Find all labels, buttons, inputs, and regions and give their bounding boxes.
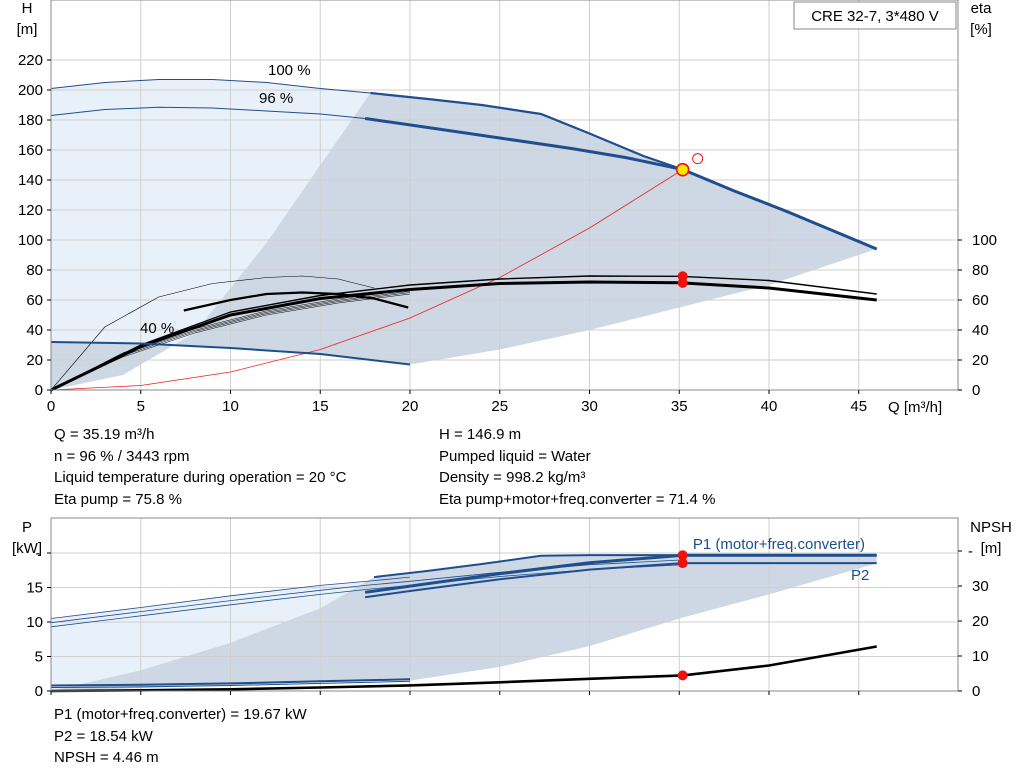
y-tick-label-right: 20 bbox=[972, 352, 989, 369]
low-speed-region bbox=[51, 577, 375, 691]
eta-total-curve bbox=[50, 280, 877, 392]
chart-title: CRE 32-7, 3*480 V bbox=[811, 8, 939, 25]
x-tick-label: 25 bbox=[491, 398, 508, 415]
y-tick-label-left: 120 bbox=[18, 202, 43, 219]
head-efficiency-chart: 100 % 96 % 40 % 0 5 10 15 20 25 30 35 40 45 0 20 40 60 80… bbox=[17, 0, 997, 416]
eta-curve-thin bbox=[50, 289, 411, 391]
plot-frame bbox=[50, 517, 959, 692]
npsh-curve bbox=[50, 645, 877, 693]
info-bottom: P1 (motor+freq.converter) = 19.67 kW P2 … bbox=[54, 704, 307, 769]
x-tick-label: 40 bbox=[761, 398, 778, 415]
duty-point-hint-marker bbox=[692, 153, 704, 165]
head-curve-40 bbox=[50, 341, 411, 366]
p1-curve bbox=[364, 553, 877, 594]
p2-curve bbox=[364, 562, 877, 599]
x-tick-label: 0 bbox=[47, 398, 55, 415]
head-curve-100-thin bbox=[50, 79, 371, 94]
y-tick-label-left: 60 bbox=[26, 292, 43, 309]
x-tick-label: 45 bbox=[850, 398, 867, 415]
eta-pump-curve bbox=[50, 275, 877, 391]
curve-label-96: 96 % bbox=[259, 90, 293, 107]
y-tick-label-right: 0 bbox=[972, 683, 980, 700]
y-tick-label-right: 80 bbox=[972, 262, 989, 279]
y-tick-label-right: 60 bbox=[972, 292, 989, 309]
eta-curve-40 bbox=[183, 291, 409, 312]
p1-marker bbox=[677, 550, 688, 561]
y-axis-unit-left: [kW] bbox=[12, 540, 42, 557]
y-tick-label-left: 0 bbox=[35, 382, 43, 399]
y-tick-label-right: 10 bbox=[972, 648, 989, 665]
p2-marker bbox=[677, 558, 688, 569]
y-tick-label-left: 100 bbox=[18, 232, 43, 249]
power-curve-40-p2 bbox=[50, 680, 411, 688]
y-axis-unit-right: [m] bbox=[981, 540, 1002, 557]
y-tick-label-left: 80 bbox=[26, 262, 43, 279]
plot-frame bbox=[50, 0, 959, 391]
y-axis-title-right: NPSH bbox=[970, 519, 1012, 536]
x-tick-label: 5 bbox=[137, 398, 145, 415]
y-axis-unit-right: [%] bbox=[970, 21, 992, 38]
info-line: Q = 35.19 m³/h bbox=[54, 426, 155, 443]
npsh-marker bbox=[677, 670, 688, 681]
y-tick-label-left: 40 bbox=[26, 322, 43, 339]
info-line: P2 = 18.54 kW bbox=[54, 727, 153, 745]
operating-region bbox=[51, 555, 877, 691]
y-tick-dash-left: - bbox=[36, 545, 41, 562]
x-tick-label: 15 bbox=[312, 398, 329, 415]
power-curve-thin bbox=[50, 576, 411, 619]
info-line: Eta pump = 75.8 % bbox=[54, 490, 182, 508]
info-line: Eta pump+motor+freq.converter = 71.4 % bbox=[439, 490, 716, 508]
y-tick-label-right: 30 bbox=[972, 578, 989, 595]
x-tick-label: 20 bbox=[402, 398, 419, 415]
eta-total-marker bbox=[677, 277, 688, 288]
y-axis-title-left: P bbox=[22, 519, 32, 536]
info-line: H = 146.9 m bbox=[439, 426, 522, 443]
eta-curve-thin bbox=[50, 275, 375, 391]
y-tick-label-right: 40 bbox=[972, 322, 989, 339]
info-line: NPSH = 4.46 m bbox=[54, 749, 159, 766]
y-tick-label-left: 140 bbox=[18, 172, 43, 189]
info-top-left: Q = 35.19 m³/h n = 96 % / 3443 rpm Liqui… bbox=[54, 424, 346, 510]
title-box bbox=[793, 1, 957, 30]
curve-label-100: 100 % bbox=[268, 62, 311, 79]
y-tick-label-left: 200 bbox=[18, 82, 43, 99]
head-curve-96-continue bbox=[682, 168, 878, 251]
info-line: P1 (motor+freq.converter) = 19.67 kW bbox=[54, 706, 307, 723]
y-tick-label-left: 160 bbox=[18, 142, 43, 159]
x-tick-label: 30 bbox=[581, 398, 598, 415]
info-line: n = 96 % / 3443 rpm bbox=[54, 447, 190, 465]
y-tick-label-left: 220 bbox=[18, 52, 43, 69]
info-line: Density = 998.2 kg/m³ bbox=[439, 469, 586, 486]
y-tick-label-left: 0 bbox=[35, 683, 43, 700]
p2-series-label: P2 bbox=[851, 567, 869, 584]
y-tick-label-left: 20 bbox=[26, 352, 43, 369]
head-curve-96-thin bbox=[50, 106, 366, 119]
head-curve-96 bbox=[364, 117, 684, 171]
y-tick-label-right: 0 bbox=[972, 382, 980, 399]
operating-point-marker bbox=[675, 162, 690, 177]
info-line: Liquid temperature during operation = 20… bbox=[54, 469, 347, 486]
power-npsh-chart: P1 (motor+freq.converter) P2 0 5 10 15 - 0 10 20 3… bbox=[12, 517, 1012, 700]
y-tick-label-right: 100 bbox=[972, 232, 997, 249]
system-curve bbox=[50, 169, 684, 391]
curve-label-40: 40 % bbox=[140, 320, 174, 337]
y-tick-label-left: 180 bbox=[18, 112, 43, 129]
y-tick-label-left: 5 bbox=[35, 649, 43, 666]
y-tick-label-left: 10 bbox=[26, 614, 43, 631]
x-tick-label: 35 bbox=[671, 398, 688, 415]
y-tick-label-left: 15 bbox=[26, 580, 43, 597]
y-tick-dash-right: - bbox=[968, 543, 973, 560]
x-tick-label: 10 bbox=[222, 398, 239, 415]
power-curve-40 bbox=[50, 678, 411, 687]
p1-series-label: P1 (motor+freq.converter) bbox=[693, 536, 865, 553]
y-tick-label-right: 20 bbox=[972, 613, 989, 630]
x-axis-title: Q [m³/h] bbox=[888, 399, 942, 416]
info-top-right: H = 146.9 m Pumped liquid = Water Densit… bbox=[439, 424, 715, 510]
y-axis-unit-left: [m] bbox=[17, 21, 38, 38]
info-line: Pumped liquid = Water bbox=[439, 447, 591, 465]
y-axis-title-left: H bbox=[22, 0, 33, 17]
y-axis-title-right: eta bbox=[971, 0, 993, 17]
